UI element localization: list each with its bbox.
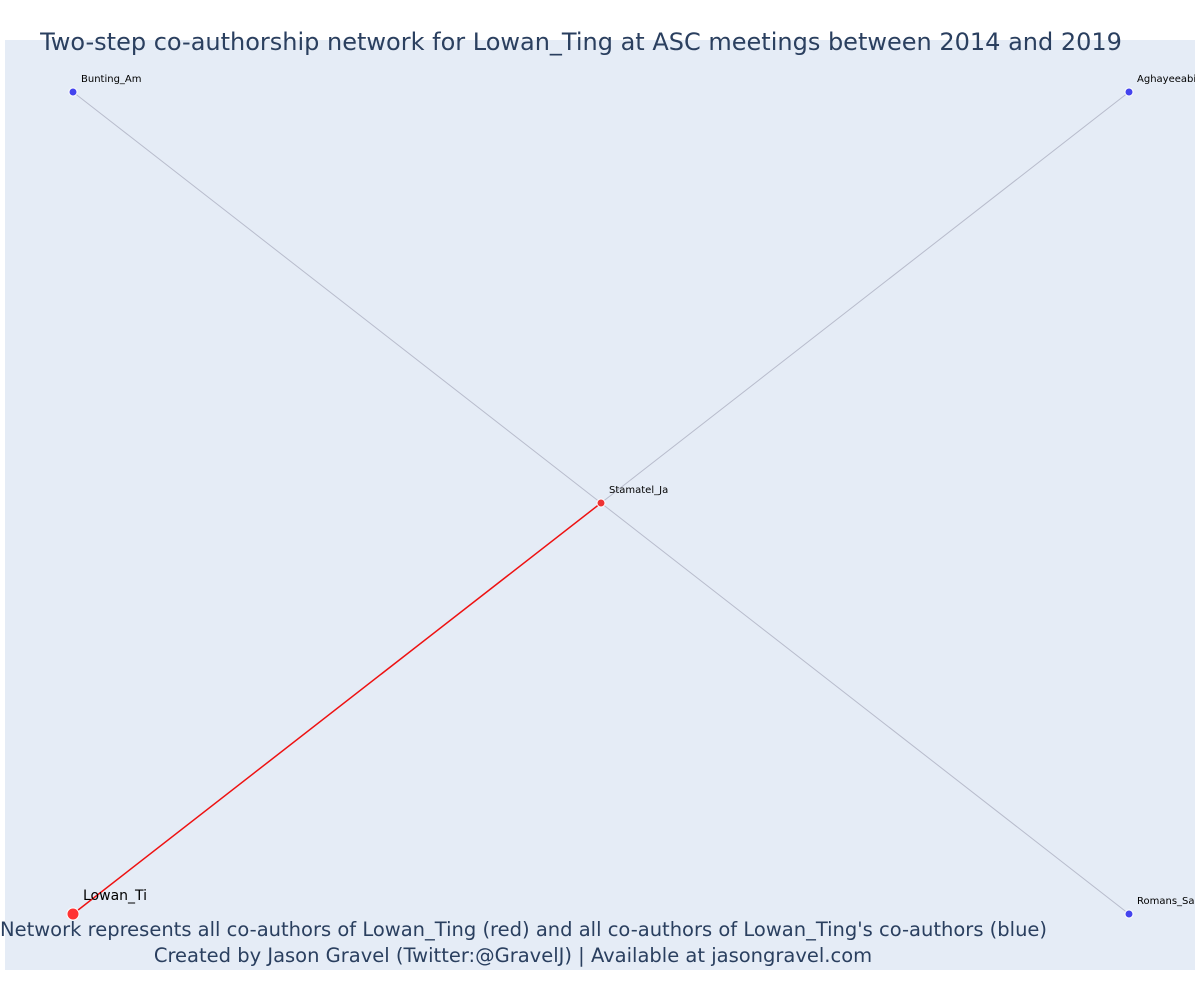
node-layer: [66, 87, 1134, 921]
label-layer: Lowan_Ti Stamatel_Ja Bunting_Am Aghayeeabia…: [81, 74, 1195, 907]
node-Lowan_Ti[interactable]: [66, 907, 80, 921]
edge-Stamatel_Ja-Romans_Sa: [600, 502, 1130, 915]
node-Aghayeeabia[interactable]: [1124, 87, 1134, 97]
node-Bunting_Am[interactable]: [68, 87, 78, 97]
caption-line-2: Created by Jason Gravel (Twitter:@Gravel…: [153, 944, 873, 967]
plot-area: Lowan_Ti Stamatel_Ja Bunting_Am Aghayeeabia…: [5, 40, 1195, 970]
node-Romans_Sa[interactable]: [1124, 909, 1134, 919]
edge-layer: [72, 91, 1130, 915]
node-label-Bunting_Am: Bunting_Am: [81, 74, 142, 85]
node-Stamatel_Ja[interactable]: [596, 498, 606, 508]
edge-Lowan_Ti-Stamatel_Ja: [72, 502, 602, 915]
node-label-Stamatel_Ja: Stamatel_Ja: [609, 485, 668, 496]
caption-line-1: Network represents all co-authors of Low…: [0, 918, 1048, 941]
network-graph: Lowan_Ti Stamatel_Ja Bunting_Am Aghayeeabia…: [66, 74, 1195, 921]
edge-Stamatel_Ja-Aghayeeabia: [600, 91, 1130, 504]
chart-title: Two-step co-authorship network for Lowan…: [40, 28, 1122, 56]
edge-Stamatel_Ja-Bunting_Am: [72, 91, 602, 504]
node-label-Lowan_Ti: Lowan_Ti: [83, 888, 147, 904]
node-label-Romans_Sa: Romans_Sa: [1137, 896, 1195, 907]
node-label-Aghayeeabia: Aghayeeabia: [1137, 74, 1195, 85]
